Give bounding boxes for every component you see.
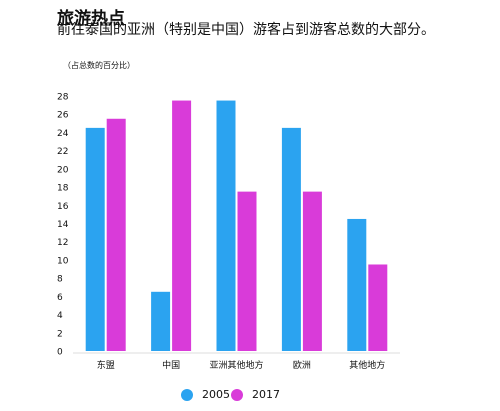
x-axis: 东盟 中国 亚洲其他地方 欧洲 其他地方 [73, 352, 400, 371]
x-tick-label: 亚洲其他地方 [209, 359, 263, 371]
y-tick-label: 6 [57, 293, 63, 303]
x-tick-label: 东盟 [97, 359, 115, 371]
unit-note: （占总数的百分比） [63, 61, 135, 70]
legend-item-2005: 2005 [181, 388, 230, 401]
y-tick-label: 18 [57, 184, 69, 194]
x-tick-label: 中国 [162, 359, 180, 371]
y-tick-label: 14 [57, 220, 69, 230]
legend-swatch-2005 [181, 388, 193, 401]
y-tick-label: 16 [57, 202, 69, 212]
bar-2005 [281, 127, 301, 351]
legend-swatch-2017 [231, 388, 243, 401]
bar-2017 [106, 118, 126, 352]
y-tick-label: 22 [57, 147, 68, 157]
y-tick-label: 8 [57, 275, 63, 285]
bar-2005 [85, 127, 105, 351]
bar-2017 [302, 191, 322, 351]
bar-2005 [347, 218, 367, 351]
x-tick-label: 其他地方 [349, 359, 385, 371]
chart-subtitle: 前往泰国的亚洲（特别是中国）游客占到游客总数的大部分。 [57, 22, 435, 38]
y-tick-label: 24 [57, 129, 69, 139]
bar-2017 [172, 100, 192, 351]
y-tick-label: 10 [57, 256, 69, 266]
bars-group [85, 100, 388, 352]
chart-title: 旅游热点 [57, 9, 125, 29]
y-tick-label: 12 [57, 238, 68, 248]
legend-item-2017: 2017 [231, 388, 280, 401]
legend-label-2005: 2005 [202, 388, 230, 401]
y-tick-label: 20 [57, 165, 69, 175]
legend-label-2017: 2017 [252, 388, 280, 401]
y-tick-label: 2 [57, 329, 63, 339]
y-tick-label: 4 [57, 311, 63, 321]
y-tick-label: 0 [57, 348, 63, 358]
x-tick-label: 欧洲 [293, 359, 311, 371]
bar-2005 [216, 100, 236, 351]
bar-2017 [368, 264, 388, 351]
bar-2017 [237, 191, 257, 351]
y-tick-label: 26 [57, 111, 69, 121]
bar-2005 [151, 291, 171, 351]
y-tick-label: 28 [57, 93, 69, 103]
